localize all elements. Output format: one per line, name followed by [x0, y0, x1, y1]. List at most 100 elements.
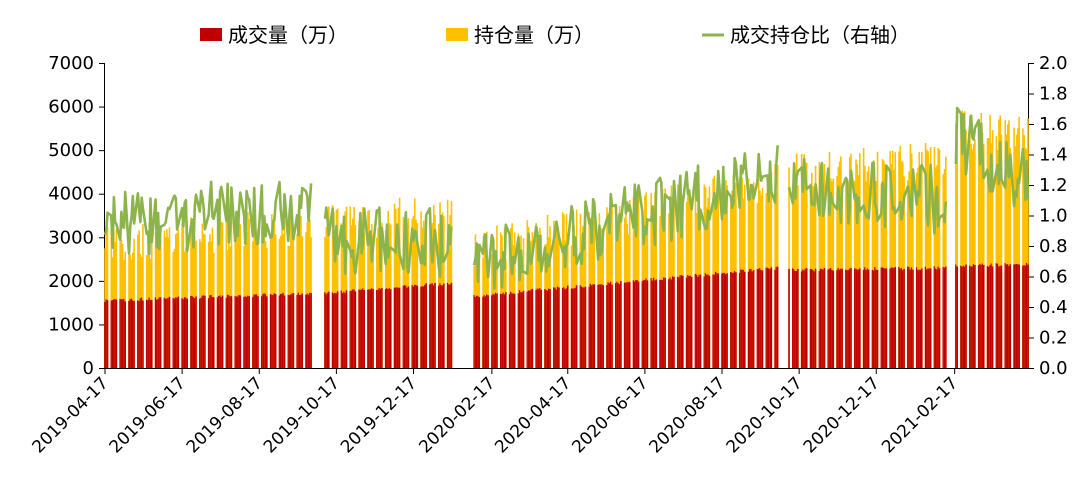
- legend-label-open-interest: 持仓量（万）: [474, 23, 594, 47]
- bar-volume: [129, 299, 132, 368]
- bar-volume: [707, 274, 709, 368]
- bar-volume: [774, 269, 776, 368]
- x-tick-label: 2019-04-17: [29, 373, 113, 457]
- bar-volume: [881, 267, 884, 368]
- bar-open-interest: [1017, 127, 1019, 368]
- bar-volume: [637, 281, 640, 368]
- bar-volume: [492, 293, 494, 368]
- bar-volume: [593, 284, 596, 368]
- bar-volume: [812, 269, 814, 368]
- bar-volume: [996, 263, 999, 368]
- bar-volume: [520, 292, 522, 368]
- bar-open-interest: [300, 215, 302, 368]
- bar-open-interest: [938, 149, 941, 368]
- bar-volume: [553, 287, 555, 368]
- bar-volume: [872, 270, 875, 368]
- bar-volume: [708, 275, 711, 368]
- bar-volume: [564, 289, 567, 368]
- bar-volume: [749, 269, 751, 368]
- bar-volume: [207, 298, 210, 368]
- bar-volume: [192, 297, 195, 368]
- bar-volume: [972, 264, 975, 368]
- bar-volume: [1009, 264, 1012, 368]
- bar-volume: [998, 266, 1000, 368]
- bar-volume: [547, 288, 550, 368]
- bar-open-interest: [805, 162, 808, 368]
- bar-open-interest: [1013, 127, 1015, 368]
- bar-volume: [795, 270, 798, 368]
- bar-open-interest: [297, 208, 300, 368]
- bar-open-interest: [867, 166, 870, 368]
- bar-volume: [331, 292, 334, 368]
- bar-volume: [310, 293, 312, 368]
- bar-volume: [862, 269, 865, 368]
- bar-volume: [511, 293, 513, 368]
- bar-volume: [937, 266, 940, 368]
- bar-volume: [271, 294, 273, 368]
- bar-volume: [910, 267, 913, 368]
- x-tick-label: 2019-12-17: [337, 373, 421, 457]
- legend: 成交量（万） 持仓量（万） 成交持仓比（右轴）: [200, 23, 910, 47]
- bar-volume: [113, 299, 115, 368]
- legend-label-volume: 成交量（万）: [228, 23, 348, 47]
- bar-open-interest: [986, 138, 989, 368]
- bar-volume: [411, 285, 414, 368]
- y-left-tick-label: 5000: [48, 140, 94, 161]
- bar-volume: [437, 285, 440, 368]
- bar-volume: [324, 292, 326, 368]
- bar-open-interest: [1015, 134, 1018, 368]
- bar-volume: [105, 299, 108, 368]
- bar-volume: [704, 273, 707, 368]
- y-left-tick-label: 1000: [48, 314, 94, 335]
- bar-volume: [936, 269, 938, 368]
- bar-volume: [124, 301, 127, 368]
- bar-open-interest: [990, 143, 993, 368]
- bar-open-interest: [979, 141, 981, 368]
- bar-volume: [150, 299, 153, 368]
- bar-volume: [195, 296, 197, 368]
- bar-volume: [254, 294, 257, 368]
- bar-volume: [793, 269, 795, 368]
- bar-open-interest: [230, 212, 233, 368]
- bar-volume: [473, 295, 475, 368]
- bar-volume: [446, 282, 449, 368]
- bar-volume: [607, 282, 610, 368]
- bar-volume: [838, 269, 841, 368]
- bar-volume: [483, 295, 486, 368]
- bar-volume: [590, 285, 593, 368]
- bar-volume: [300, 294, 302, 368]
- bar-volume: [660, 279, 663, 368]
- bar-volume: [689, 275, 692, 368]
- bar-open-interest: [281, 219, 283, 368]
- bar-volume: [761, 270, 764, 368]
- bar-open-interest: [637, 194, 640, 368]
- bar-volume: [388, 288, 391, 368]
- bar-volume: [502, 292, 505, 368]
- bar-volume: [743, 271, 746, 368]
- bar-volume: [386, 288, 388, 368]
- bar-volume: [794, 270, 797, 368]
- bar-volume: [226, 294, 229, 368]
- y-left-tick-label: 7000: [48, 53, 94, 74]
- bar-volume: [407, 286, 410, 368]
- bar-open-interest: [181, 222, 183, 368]
- bar-volume: [750, 268, 752, 368]
- bar-volume: [742, 269, 745, 368]
- bar-volume: [565, 288, 568, 368]
- bar-volume: [912, 269, 914, 368]
- bar-open-interest: [353, 207, 355, 368]
- bar-open-interest: [856, 164, 859, 368]
- bar-volume: [431, 283, 434, 368]
- bar-volume: [919, 269, 922, 368]
- bar-volume: [678, 277, 680, 368]
- bar-open-interest: [216, 225, 219, 368]
- bar-open-interest: [1005, 134, 1008, 368]
- bar-volume: [140, 297, 143, 368]
- bar-volume: [636, 280, 639, 368]
- bar-volume: [889, 268, 891, 368]
- bar-volume: [575, 285, 578, 368]
- bar-volume: [942, 267, 945, 368]
- bar-volume: [216, 297, 219, 368]
- bar-volume: [810, 269, 813, 368]
- bar-open-interest: [776, 165, 779, 368]
